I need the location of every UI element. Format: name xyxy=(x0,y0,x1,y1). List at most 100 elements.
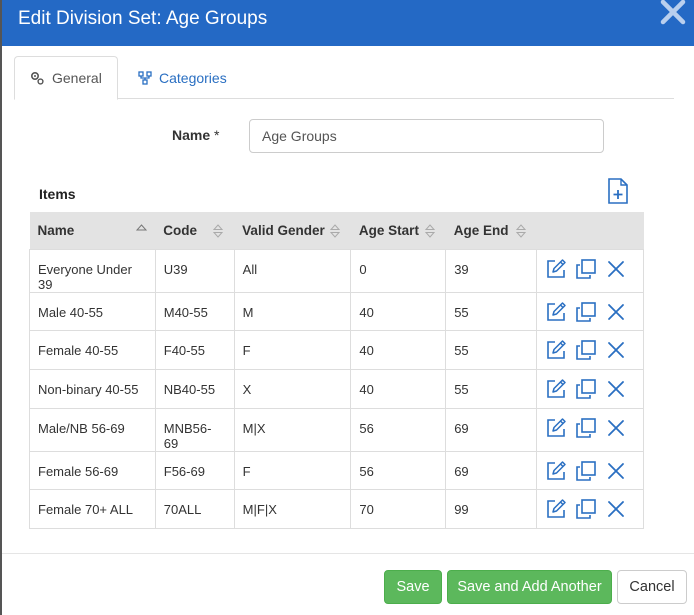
sitemap-icon xyxy=(138,70,152,85)
cell-age-start: 56 xyxy=(350,450,447,491)
delete-icon[interactable] xyxy=(605,378,627,400)
required-marker: * xyxy=(214,127,220,143)
column-header-age-start[interactable]: Age Start xyxy=(351,212,446,249)
cell-valid-gender: F xyxy=(233,450,352,491)
items-table: Name Code Valid Gender xyxy=(29,212,645,529)
cell-name: Everyone Under 39 xyxy=(29,248,156,293)
tab-bar: General Categories xyxy=(14,56,674,100)
cell-name: Non-binary 40-55 xyxy=(29,368,156,409)
name-field-label: Name * xyxy=(172,127,219,143)
delete-icon[interactable] xyxy=(605,258,627,280)
column-header-name[interactable]: Name xyxy=(30,212,156,249)
cell-valid-gender: F xyxy=(233,330,352,370)
column-header-age-end[interactable]: Age End xyxy=(446,212,537,249)
cell-age-end: 55 xyxy=(445,291,537,332)
row-actions xyxy=(535,330,645,370)
cell-name: Female 70+ ALL xyxy=(29,489,156,529)
add-item-icon[interactable] xyxy=(607,178,629,204)
close-icon[interactable] xyxy=(658,0,688,26)
tab-categories[interactable]: Categories xyxy=(124,56,241,99)
cell-code: M40-55 xyxy=(154,291,235,332)
sort-icon xyxy=(330,224,341,238)
cell-valid-gender: M|X xyxy=(233,407,352,452)
cell-age-end: 39 xyxy=(445,248,537,293)
table-row: Male 40-55 M40-55 M 40 55 xyxy=(29,291,645,332)
edit-icon[interactable] xyxy=(545,258,567,280)
edit-icon[interactable] xyxy=(545,378,567,400)
edit-icon[interactable] xyxy=(545,498,567,520)
table-row: Non-binary 40-55 NB40-55 X 40 55 xyxy=(29,368,645,409)
sort-asc-icon xyxy=(135,224,147,231)
copy-icon[interactable] xyxy=(575,301,597,323)
table-row: Female 70+ ALL 70ALL M|F|X 70 99 xyxy=(29,489,645,529)
table-row: Male/NB 56-69 MNB56-69 M|X 56 69 xyxy=(29,407,645,452)
cell-age-start: 40 xyxy=(350,291,447,332)
delete-icon[interactable] xyxy=(605,417,627,439)
cell-age-start: 70 xyxy=(350,489,447,529)
copy-icon[interactable] xyxy=(575,339,597,361)
edit-icon[interactable] xyxy=(545,339,567,361)
column-header-valid-gender[interactable]: Valid Gender xyxy=(234,212,351,249)
copy-icon[interactable] xyxy=(575,498,597,520)
edit-icon[interactable] xyxy=(545,301,567,323)
delete-icon[interactable] xyxy=(605,301,627,323)
table-row: Female 40-55 F40-55 F 40 55 xyxy=(29,330,645,370)
name-label-text: Name xyxy=(172,127,211,143)
copy-icon[interactable] xyxy=(575,258,597,280)
row-actions xyxy=(535,248,645,293)
copy-icon[interactable] xyxy=(575,378,597,400)
delete-icon[interactable] xyxy=(605,339,627,361)
gears-icon xyxy=(30,71,44,85)
row-actions xyxy=(535,291,645,332)
column-header-actions xyxy=(536,212,643,249)
cell-age-start: 40 xyxy=(350,330,447,370)
row-actions xyxy=(535,368,645,409)
cell-valid-gender: All xyxy=(233,248,352,293)
copy-icon[interactable] xyxy=(575,417,597,439)
tab-categories-label: Categories xyxy=(159,69,227,86)
cell-age-end: 69 xyxy=(445,407,537,452)
dialog-title: Edit Division Set: Age Groups xyxy=(18,8,268,29)
cell-code: F56-69 xyxy=(154,450,235,491)
cancel-button[interactable]: Cancel xyxy=(617,570,687,604)
row-actions xyxy=(535,407,645,452)
row-actions xyxy=(535,489,645,529)
cell-name: Female 56-69 xyxy=(29,450,156,491)
cell-age-start: 0 xyxy=(350,248,447,293)
items-section-title: Items xyxy=(39,186,76,202)
cell-code: 70ALL xyxy=(154,489,235,529)
tab-general-label: General xyxy=(52,70,102,86)
cell-age-end: 55 xyxy=(445,368,537,409)
tab-general[interactable]: General xyxy=(14,56,118,100)
cell-age-end: 55 xyxy=(445,330,537,370)
save-and-add-another-button[interactable]: Save and Add Another xyxy=(447,570,612,604)
cell-age-start: 56 xyxy=(350,407,447,452)
cell-name: Female 40-55 xyxy=(29,330,156,370)
cell-valid-gender: M xyxy=(233,291,352,332)
cell-age-start: 40 xyxy=(350,368,447,409)
sort-icon xyxy=(515,224,526,238)
copy-icon[interactable] xyxy=(575,460,597,482)
cell-code: MNB56-69 xyxy=(154,407,235,452)
name-input[interactable] xyxy=(249,119,604,153)
save-button[interactable]: Save xyxy=(384,570,442,604)
edit-icon[interactable] xyxy=(545,460,567,482)
table-header-row: Name Code Valid Gender xyxy=(29,212,644,249)
footer-divider xyxy=(2,553,694,554)
delete-icon[interactable] xyxy=(605,498,627,520)
edit-icon[interactable] xyxy=(545,417,567,439)
cell-code: F40-55 xyxy=(154,330,235,370)
sort-icon xyxy=(213,224,224,238)
delete-icon[interactable] xyxy=(605,460,627,482)
column-header-code[interactable]: Code xyxy=(155,212,234,249)
cell-code: NB40-55 xyxy=(154,368,235,409)
table-body: Everyone Under 39 U39 All 0 39 Male 40-55 M40-… xyxy=(29,248,645,529)
cell-code: U39 xyxy=(154,248,235,293)
table-row: Female 56-69 F56-69 F 56 69 xyxy=(29,450,645,491)
cell-age-end: 99 xyxy=(445,489,537,529)
sort-icon xyxy=(424,224,435,238)
cell-age-end: 69 xyxy=(445,450,537,491)
table-row: Everyone Under 39 U39 All 0 39 xyxy=(29,248,645,293)
cell-valid-gender: M|F|X xyxy=(233,489,352,529)
